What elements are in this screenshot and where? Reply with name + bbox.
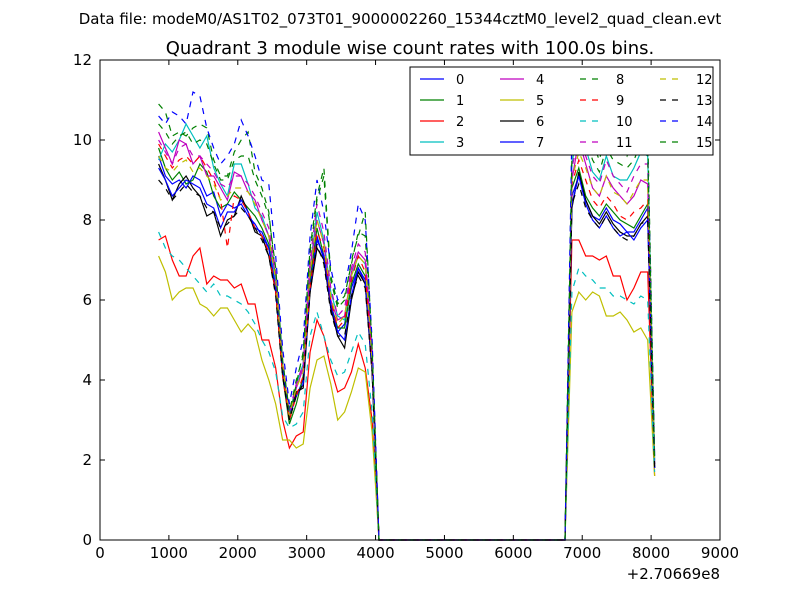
x-tick-label: 9000 (701, 544, 739, 562)
series-line-9 (158, 143, 656, 541)
series-line-1 (158, 147, 656, 541)
x-tick-label: 4000 (356, 544, 394, 562)
legend-label-5: 5 (536, 94, 544, 109)
series-line-8 (158, 103, 656, 541)
series-line-10 (158, 231, 656, 541)
y-tick-label: 2 (82, 451, 92, 469)
x-tick-label: 5000 (425, 544, 463, 562)
x-tick-label: 2000 (219, 544, 257, 562)
legend-box (409, 66, 714, 156)
x-tick-label: 7000 (563, 544, 601, 562)
legend-label-11: 11 (616, 136, 633, 151)
x-tick-label: 6000 (494, 544, 532, 562)
legend-label-6: 6 (536, 115, 544, 130)
legend-label-8: 8 (616, 73, 624, 88)
axis-ticks: 0 1000 2000 3000 4000 5000 6000 7000 8000 9000 0 2 4… (73, 51, 739, 562)
y-tick-label: 8 (82, 211, 92, 229)
x-tick-label: 1000 (150, 544, 188, 562)
series-line-12 (158, 150, 656, 541)
legend-label-14: 14 (696, 115, 713, 130)
y-tick-label: 6 (82, 291, 92, 309)
series-line-15 (158, 123, 656, 541)
x-tick-label: 8000 (632, 544, 670, 562)
legend-label-3: 3 (456, 136, 464, 151)
plot-area: 0 1000 2000 3000 4000 5000 6000 7000 8000 9000 0 2 4… (73, 51, 739, 562)
legend-label-4: 4 (536, 73, 544, 88)
legend-label-2: 2 (456, 115, 464, 130)
legend-label-13: 13 (696, 94, 713, 109)
series-line-7 (158, 167, 656, 541)
legend-label-10: 10 (616, 115, 633, 130)
y-tick-label: 10 (73, 131, 92, 149)
data-file-label: Data file: modeM0/AS1T02_073T01_90000022… (79, 10, 722, 29)
series-line-2 (158, 235, 656, 541)
chart-title: Quadrant 3 module wise count rates with … (166, 38, 655, 59)
legend-label-1: 1 (456, 94, 464, 109)
series-lines (158, 91, 656, 541)
y-tick-label: 4 (82, 371, 92, 389)
legend-label-9: 9 (616, 94, 624, 109)
y-tick-label: 12 (73, 51, 92, 69)
legend-label-7: 7 (536, 136, 544, 151)
legend-label-12: 12 (696, 73, 713, 88)
x-tick-label: 0 (95, 544, 105, 562)
series-line-5 (158, 255, 656, 541)
x-tick-label: 3000 (288, 544, 326, 562)
y-tick-label: 0 (82, 531, 92, 549)
legend-label-15: 15 (696, 136, 713, 151)
x-axis-offset-label: +2.70669e8 (627, 565, 720, 583)
legend-label-0: 0 (456, 73, 464, 88)
series-line-13 (158, 179, 656, 541)
